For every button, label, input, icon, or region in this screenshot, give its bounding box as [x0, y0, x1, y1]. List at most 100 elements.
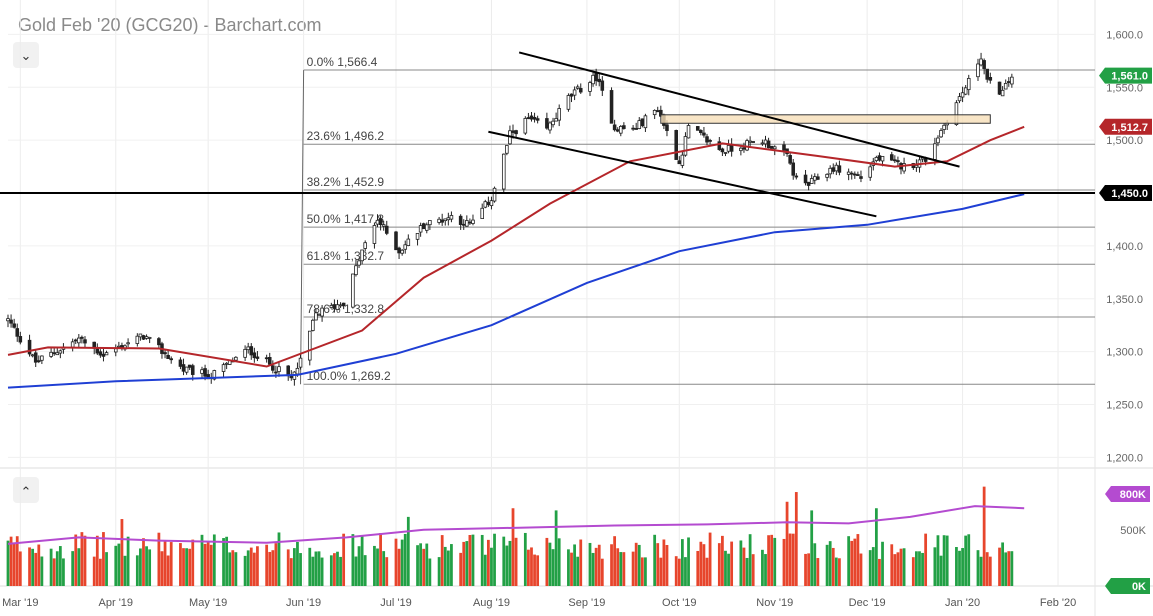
candle-body: [314, 312, 318, 321]
volume-bar: [148, 549, 152, 586]
volume-bar: [687, 537, 690, 586]
candle-body: [234, 356, 238, 361]
candle: [889, 151, 894, 161]
candle: [135, 333, 140, 347]
volume-bar: [308, 547, 312, 586]
candle: [1010, 73, 1014, 88]
candle-body: [440, 219, 444, 223]
volume-bar: [536, 555, 540, 586]
candle: [966, 74, 971, 96]
volume-bar: [62, 558, 65, 586]
candle-body: [806, 181, 811, 186]
candle-body: [212, 370, 217, 380]
candle: [394, 230, 398, 251]
moving-average-long: [7, 193, 1025, 389]
volume-bar: [899, 548, 903, 586]
candle: [298, 353, 303, 370]
volume-bar: [853, 538, 857, 586]
candle-body: [960, 92, 965, 98]
volume-bar: [721, 535, 724, 586]
volume-bar: [708, 532, 712, 586]
candle-body: [40, 355, 44, 361]
candle-body: [828, 167, 832, 175]
candle-body: [190, 365, 195, 375]
volume-bar: [551, 549, 555, 586]
candle: [341, 302, 346, 310]
volume-bar: [437, 557, 441, 586]
candle-body: [680, 154, 685, 166]
candle: [292, 371, 297, 386]
candle-body: [243, 348, 247, 358]
candle: [181, 358, 186, 376]
candle-body: [117, 345, 121, 348]
volume-bar: [505, 545, 509, 586]
candle-body: [963, 87, 968, 95]
volume-bar: [810, 510, 814, 586]
candle-body: [505, 145, 509, 154]
candle: [286, 365, 291, 381]
trendline: [488, 130, 877, 218]
volume-last-tag: 0K: [1105, 578, 1150, 594]
volume-bar: [416, 545, 419, 586]
candle-body: [397, 247, 401, 254]
candle: [144, 334, 149, 340]
volume-bar: [964, 535, 968, 586]
volume-bar: [459, 552, 463, 586]
candle: [631, 125, 635, 131]
volume-bar: [34, 552, 38, 586]
collapse-volume-button[interactable]: ⌃: [13, 477, 39, 503]
candle-body: [138, 333, 143, 338]
candle: [480, 203, 485, 219]
candle: [252, 347, 257, 363]
candle: [486, 196, 491, 207]
volume-bar: [274, 543, 278, 586]
candle: [976, 58, 980, 81]
volume-bar: [616, 548, 620, 586]
volume-bar: [557, 538, 561, 586]
candle: [637, 117, 642, 130]
candle: [812, 173, 817, 185]
candle: [597, 73, 602, 87]
candle-body: [594, 72, 598, 82]
candle: [849, 171, 854, 180]
candle-body: [674, 130, 678, 160]
candle-body: [523, 118, 528, 134]
candle: [169, 356, 173, 364]
candle: [492, 186, 497, 203]
volume-bar: [850, 540, 854, 586]
y-tick-label: 1,350.0: [1106, 294, 1143, 306]
volume-bar: [471, 534, 475, 586]
volume-bar: [1007, 551, 1011, 586]
volume-bar: [527, 549, 530, 586]
volume-bar: [135, 555, 139, 586]
candle-body: [166, 354, 170, 359]
candle-body: [144, 336, 149, 339]
candle-body: [437, 218, 441, 223]
collapse-panel-button[interactable]: ⌄: [13, 42, 39, 68]
candle-body: [338, 304, 343, 307]
candle: [634, 122, 638, 130]
candle-body: [332, 304, 337, 309]
volume-bar: [169, 542, 173, 586]
volume-bar: [881, 541, 884, 586]
candle: [751, 141, 755, 143]
volume-bar: [979, 556, 983, 586]
volume-bar: [52, 558, 56, 586]
candle-body: [760, 142, 765, 145]
candle: [720, 147, 725, 156]
volume-bar: [139, 548, 142, 586]
volume-bar: [579, 539, 583, 586]
volume-bar: [967, 534, 971, 586]
candle: [27, 334, 32, 357]
volume-bar: [859, 553, 863, 586]
candle-body: [966, 78, 971, 91]
candle: [794, 173, 799, 180]
volume-bar: [834, 557, 838, 586]
volume-bar: [573, 544, 576, 586]
candle-body: [742, 147, 746, 150]
candle-body: [329, 305, 334, 308]
volume-bar: [271, 550, 275, 586]
candle-body: [406, 238, 411, 246]
volume-bar: [317, 551, 321, 586]
